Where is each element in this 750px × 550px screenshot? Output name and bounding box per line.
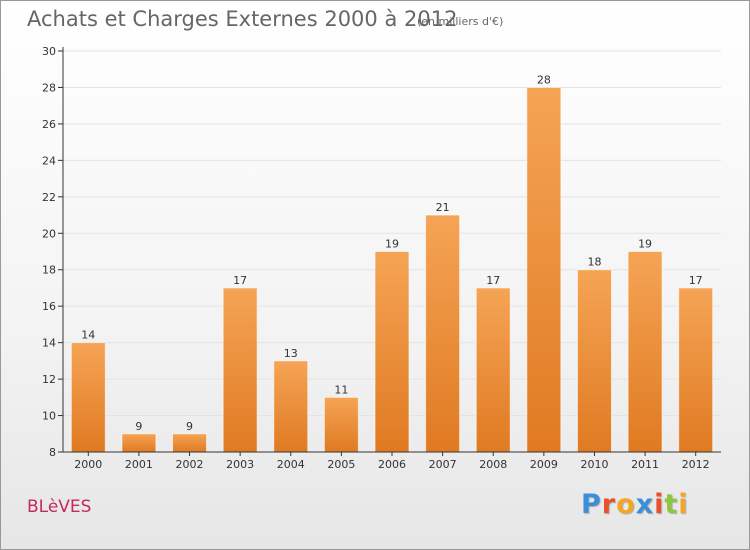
x-tick-label: 2003 [226,458,254,471]
data-label: 19 [385,238,399,251]
data-label: 14 [81,329,95,342]
x-tick-label: 2001 [125,458,153,471]
chart-title: Achats et Charges Externes 2000 à 2012 [27,7,458,31]
y-tick-label: 14 [42,337,56,350]
x-tick-label: 2005 [327,458,355,471]
logo-letter: t [664,489,679,520]
y-tick-label: 20 [42,227,56,240]
y-tick-label: 22 [42,191,56,204]
bar [475,287,511,453]
data-label: 21 [436,201,450,214]
data-label: 13 [284,347,298,360]
y-tick-label: 28 [42,81,56,94]
logo-letter: o [616,489,636,520]
x-tick-label: 2000 [74,458,102,471]
data-label: 17 [486,274,500,287]
y-tick-label: 26 [42,118,56,131]
data-label: 28 [537,73,551,86]
bar [678,287,714,453]
axes [58,47,721,456]
data-label: 9 [135,420,142,433]
x-tick-label: 2004 [277,458,305,471]
commune-name: BLèVES [27,497,92,517]
x-tick-label: 2007 [429,458,457,471]
x-tick-label: 2008 [479,458,507,471]
logo-letter: i [678,489,689,520]
logo-letter: i [654,489,665,520]
bar [222,287,258,453]
bar [425,214,461,453]
bar [70,342,106,453]
x-tick-label: 2012 [682,458,710,471]
bar [273,360,309,453]
x-tick-label: 2010 [580,458,608,471]
logo-letter: x [635,489,655,520]
proxiti-logo: Proxiti [581,489,689,520]
data-label: 17 [233,274,247,287]
x-tick-label: 2002 [176,458,204,471]
chart-subtitle: (en milliers d'€) [417,15,504,28]
data-label: 18 [587,256,601,269]
bar [121,433,157,453]
data-label: 9 [186,420,193,433]
y-tick-label: 16 [42,300,56,313]
x-tick-label: 2009 [530,458,558,471]
y-tick-label: 10 [42,410,56,423]
y-tick-label: 24 [42,154,56,167]
bar [172,433,208,453]
bar [576,269,612,453]
logo-letter: r [601,489,617,520]
bar [374,251,410,453]
x-tick-label: 2006 [378,458,406,471]
bar [323,396,359,453]
bar [526,86,562,453]
bar [627,251,663,453]
data-label: 17 [689,274,703,287]
data-label: 11 [334,383,348,396]
labels: 8 10 12 14 16 18 20 22 24 26 28 30 14 2000 9 2001 9 2002 1… [42,45,710,471]
data-label: 19 [638,238,652,251]
y-tick-label: 30 [42,45,56,58]
logo-letter: P [581,489,602,520]
y-tick-label: 12 [42,373,56,386]
x-tick-label: 2011 [631,458,659,471]
y-tick-label: 8 [49,446,56,459]
y-tick-label: 18 [42,264,56,277]
